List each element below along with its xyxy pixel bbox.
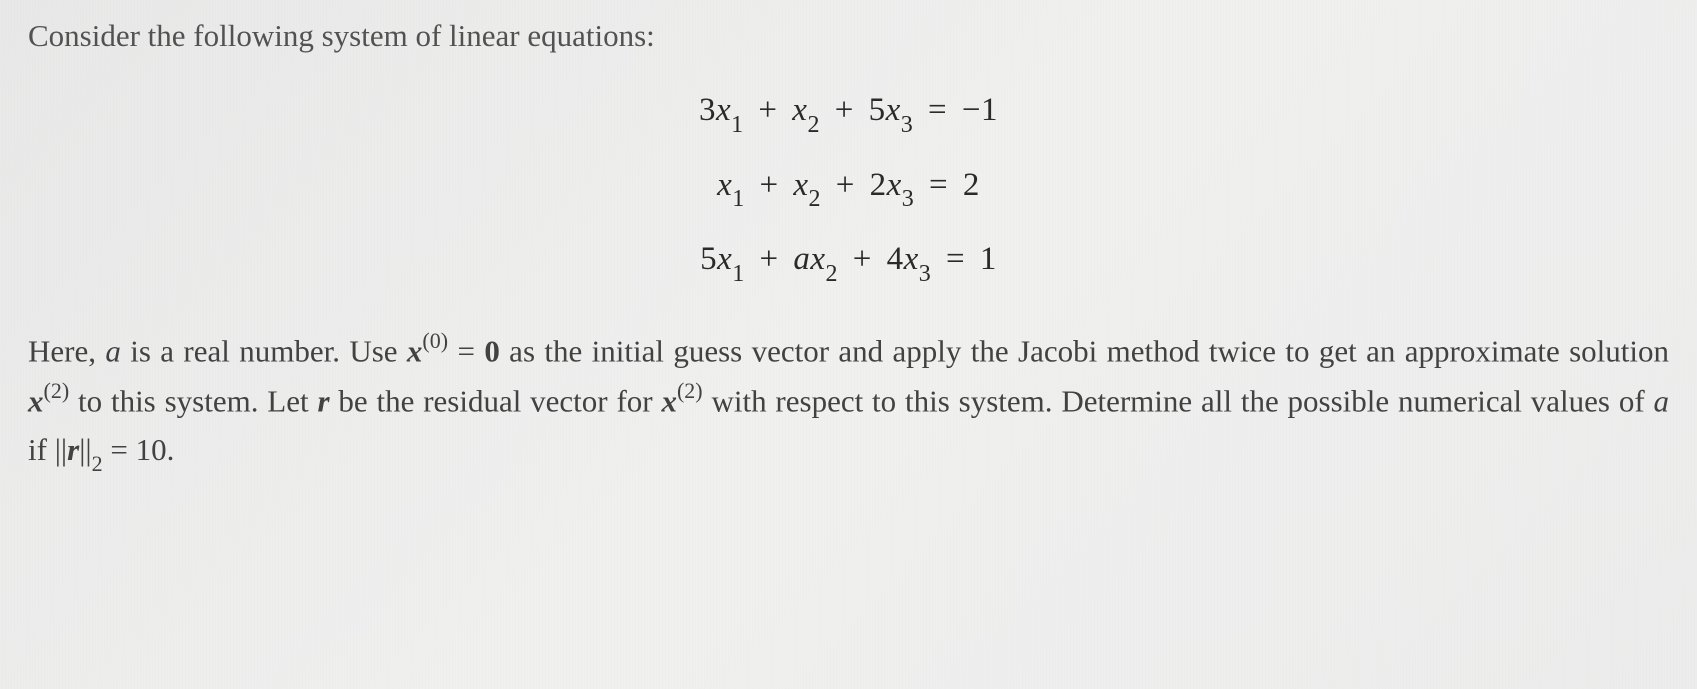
body-t6: be the residual vector for <box>330 383 662 418</box>
body-var-x3: x <box>661 383 677 418</box>
equation-2: x1 + x2 + 2x3 = 2 <box>28 167 1669 210</box>
body-norm-close: || <box>79 432 91 467</box>
eq1-var3: x <box>886 92 901 128</box>
body-t3: = <box>448 333 484 368</box>
body-t4: as the initial guess vector and apply th… <box>500 333 1669 368</box>
equation-3: 5x1 + ax2 + 4x3 = 1 <box>28 241 1669 284</box>
eq1-coef3: 5 <box>869 92 886 128</box>
eq1-coef1: 3 <box>699 92 716 128</box>
eq2-eq: = <box>929 167 948 203</box>
body-var-a2: a <box>1654 383 1670 418</box>
eq1-sub3: 3 <box>901 112 914 138</box>
eq3-op2: + <box>853 241 872 277</box>
intro-text: Consider the following system of linear … <box>28 18 1669 54</box>
body-var-x2: x <box>28 383 44 418</box>
eq1-sub1: 1 <box>731 112 744 138</box>
body-norm-open: || <box>55 432 67 467</box>
body-var-r2: r <box>67 432 79 467</box>
eq1-sub2: 2 <box>807 112 820 138</box>
eq3-sub3: 3 <box>919 261 932 287</box>
body-t7: with respect to this system. Determine a… <box>703 383 1654 418</box>
eq1-eq: = <box>928 92 947 128</box>
eq3-rhs: 1 <box>980 241 997 277</box>
body-var-r1: r <box>317 383 329 418</box>
eq1-op2: + <box>835 92 854 128</box>
eq1-rhs: −1 <box>962 92 998 128</box>
eq3-coef3: 4 <box>887 241 904 277</box>
body-t9: = 10. <box>103 432 175 467</box>
eq1-op1: + <box>758 92 777 128</box>
body-t5: to this system. Let <box>69 383 317 418</box>
eq2-var2: x <box>793 167 808 203</box>
eq1-var1: x <box>716 92 731 128</box>
body-t8: if <box>28 432 55 467</box>
eq2-rhs: 2 <box>963 167 980 203</box>
equations-block: 3x1 + x2 + 5x3 = −1 x1 + x2 + 2x3 = 2 5x… <box>28 92 1669 284</box>
body-t2: is a real number. Use <box>121 333 407 368</box>
eq2-var3: x <box>887 167 902 203</box>
eq2-coef3: 2 <box>870 167 887 203</box>
body-t1: Here, <box>28 333 105 368</box>
body-zero: 0 <box>484 333 500 368</box>
eq3-sub2: 2 <box>826 261 839 287</box>
eq2-sub2: 2 <box>809 186 822 212</box>
eq3-eq: = <box>946 241 965 277</box>
eq3-var3: x <box>904 241 919 277</box>
body-sub2: 2 <box>92 451 103 476</box>
body-var-x1: x <box>407 333 423 368</box>
body-paragraph: Here, a is a real number. Use x(0) = 0 a… <box>28 326 1669 479</box>
eq2-op1: + <box>759 167 778 203</box>
eq2-sub3: 3 <box>902 186 915 212</box>
eq3-coef1: 5 <box>700 241 717 277</box>
eq3-var1: x <box>717 241 732 277</box>
eq3-coef2: a <box>793 241 810 277</box>
equation-1: 3x1 + x2 + 5x3 = −1 <box>28 92 1669 135</box>
eq2-var1: x <box>717 167 732 203</box>
body-var-a1: a <box>105 333 121 368</box>
eq3-op1: + <box>759 241 778 277</box>
eq3-var2: x <box>810 241 825 277</box>
body-sup2b: (2) <box>677 378 703 403</box>
eq2-op2: + <box>836 167 855 203</box>
body-sup0: (0) <box>422 328 448 353</box>
eq2-sub1: 1 <box>732 186 745 212</box>
eq3-sub1: 1 <box>732 261 745 287</box>
body-sup2: (2) <box>44 378 70 403</box>
eq1-var2: x <box>792 92 807 128</box>
